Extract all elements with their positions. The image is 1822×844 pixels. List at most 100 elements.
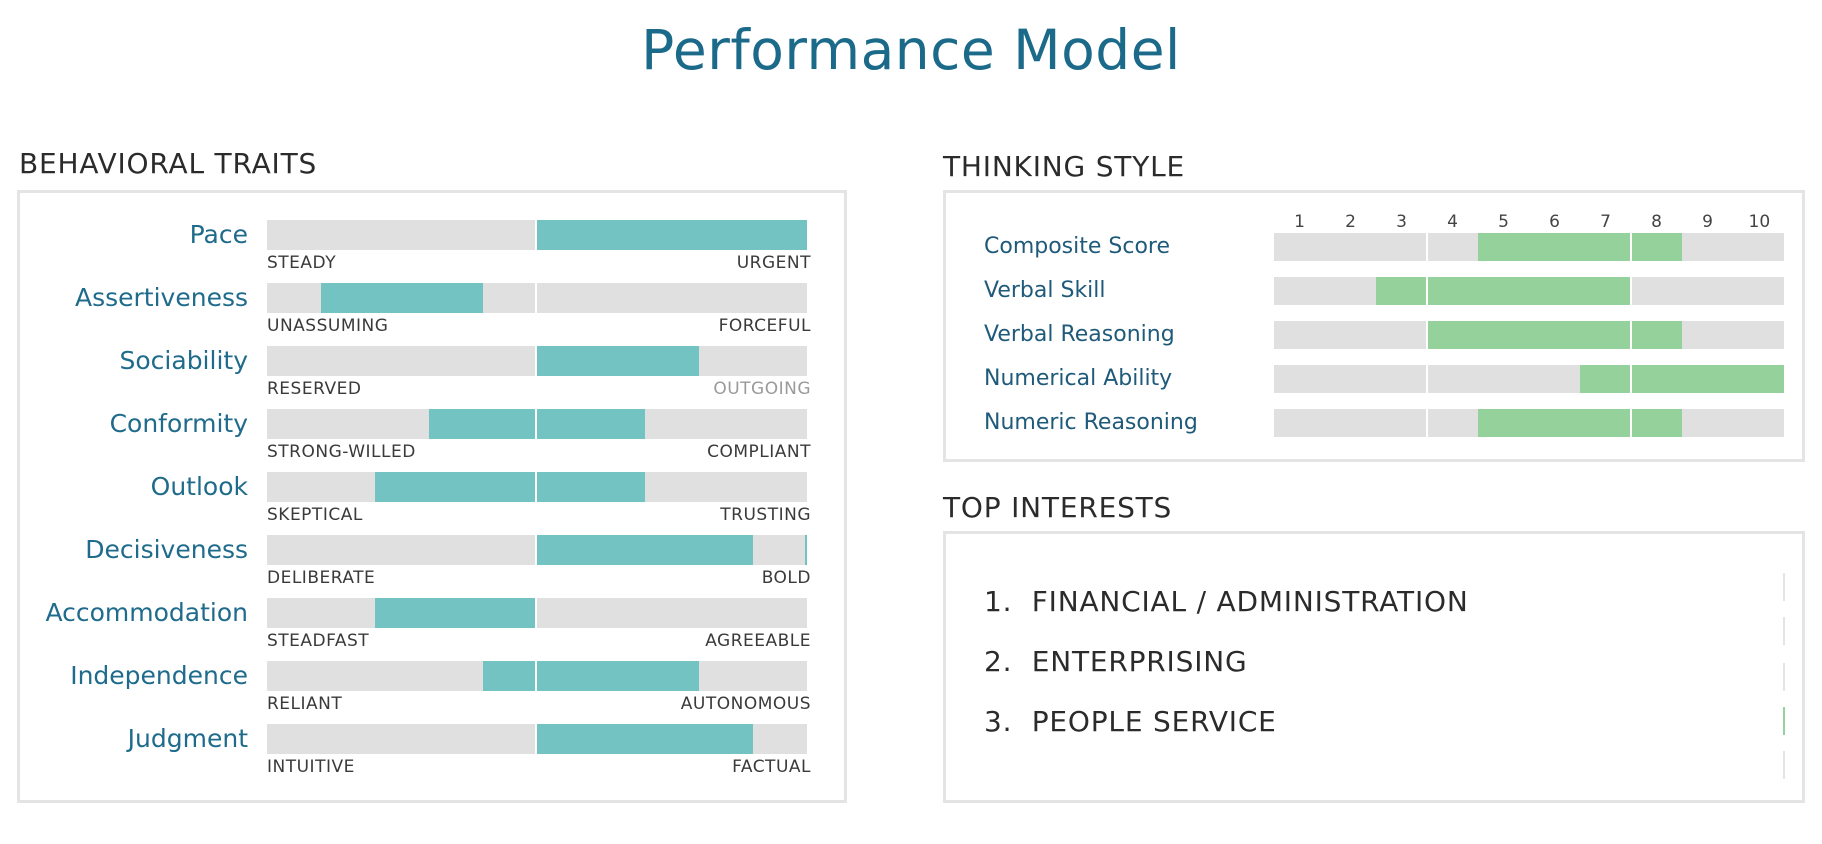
scale-number-3: 3 bbox=[1396, 212, 1407, 232]
trait-left-pole: DELIBERATE bbox=[267, 568, 376, 588]
trait-left-pole: RESERVED bbox=[267, 379, 362, 399]
thinking-band-divider bbox=[1630, 409, 1632, 437]
interest-item: 2. ENTERPRISING bbox=[984, 645, 1248, 678]
thinking-track bbox=[1274, 277, 1784, 305]
top-interests-panel bbox=[943, 531, 1805, 803]
trait-row-decisiveness: Decisiveness DELIBERATE BOLD bbox=[20, 535, 844, 595]
thinking-band-divider bbox=[1426, 365, 1428, 393]
trait-label: Assertiveness bbox=[74, 283, 248, 312]
thinking-fill bbox=[1580, 365, 1784, 393]
trait-row-sociability: Sociability RESERVED OUTGOING bbox=[20, 346, 844, 406]
thinking-row-label: Composite Score bbox=[984, 234, 1171, 259]
trait-right-pole: AUTONOMOUS bbox=[680, 694, 811, 714]
thinking-band-divider bbox=[1426, 321, 1428, 349]
thinking-track bbox=[1274, 233, 1784, 261]
trait-midline bbox=[535, 346, 537, 376]
thinking-band-divider bbox=[1630, 277, 1632, 305]
trait-fill bbox=[375, 472, 645, 502]
trait-row-judgment: Judgment INTUITIVE FACTUAL bbox=[20, 724, 844, 784]
thinking-band-divider bbox=[1630, 233, 1632, 261]
trait-label: Judgment bbox=[127, 724, 248, 753]
trait-track bbox=[267, 220, 807, 250]
thinking-row-label: Verbal Skill bbox=[984, 278, 1106, 303]
trait-midline bbox=[535, 220, 537, 250]
trait-right-pole: OUTGOING bbox=[713, 379, 811, 399]
trait-right-pole: COMPLIANT bbox=[707, 442, 811, 462]
thinking-band-divider bbox=[1426, 409, 1428, 437]
trait-midline bbox=[535, 535, 537, 565]
scale-number-1: 1 bbox=[1294, 212, 1305, 232]
trait-fill bbox=[321, 283, 483, 313]
interest-tick-mark bbox=[1783, 751, 1785, 779]
trait-track bbox=[267, 409, 807, 439]
thinking-style-heading: THINKING STYLE bbox=[943, 150, 1185, 183]
interest-number: 2. bbox=[984, 645, 1013, 678]
trait-row-outlook: Outlook SKEPTICAL TRUSTING bbox=[20, 472, 844, 532]
trait-left-pole: STEADY bbox=[267, 253, 337, 273]
trait-fill bbox=[483, 661, 699, 691]
scale-number-2: 2 bbox=[1345, 212, 1356, 232]
trait-fill bbox=[375, 598, 537, 628]
thinking-band-divider bbox=[1426, 233, 1428, 261]
trait-label: Conformity bbox=[109, 409, 248, 438]
thinking-band-divider bbox=[1630, 321, 1632, 349]
trait-row-accommodation: Accommodation STEADFAST AGREEABLE bbox=[20, 598, 844, 658]
thinking-row-label: Numerical Ability bbox=[984, 366, 1173, 391]
trait-track bbox=[267, 346, 807, 376]
scale-number-10: 10 bbox=[1748, 212, 1771, 232]
scale-number-5: 5 bbox=[1498, 212, 1509, 232]
trait-fill bbox=[537, 346, 699, 376]
interest-tick-mark bbox=[1783, 573, 1785, 601]
trait-right-pole: BOLD bbox=[761, 568, 811, 588]
trait-label: Sociability bbox=[119, 346, 248, 375]
trait-track bbox=[267, 724, 807, 754]
interest-number: 3. bbox=[984, 705, 1013, 738]
interest-tick-mark bbox=[1783, 617, 1785, 645]
trait-row-pace: Pace STEADY URGENT bbox=[20, 220, 844, 280]
thinking-band-divider bbox=[1630, 365, 1632, 393]
trait-label: Decisiveness bbox=[85, 535, 248, 564]
interest-label: ENTERPRISING bbox=[1031, 645, 1248, 678]
scale-number-6: 6 bbox=[1549, 212, 1560, 232]
interest-item: 3. PEOPLE SERVICE bbox=[984, 705, 1277, 738]
trait-track bbox=[267, 283, 807, 313]
interest-number: 1. bbox=[984, 585, 1013, 618]
thinking-track bbox=[1274, 365, 1784, 393]
trait-right-pole: FORCEFUL bbox=[718, 316, 811, 336]
trait-row-assertiveness: Assertiveness UNASSUMING FORCEFUL bbox=[20, 283, 844, 343]
thinking-fill bbox=[1478, 409, 1682, 437]
interest-label: FINANCIAL / ADMINISTRATION bbox=[1031, 585, 1469, 618]
trait-row-conformity: Conformity STRONG-WILLED COMPLIANT bbox=[20, 409, 844, 469]
trait-right-pole: URGENT bbox=[736, 253, 811, 273]
trait-left-pole: UNASSUMING bbox=[267, 316, 389, 336]
scale-number-4: 4 bbox=[1447, 212, 1458, 232]
trait-midline bbox=[535, 724, 537, 754]
trait-row-independence: Independence RELIANT AUTONOMOUS bbox=[20, 661, 844, 721]
trait-right-pole: AGREEABLE bbox=[705, 631, 811, 651]
trait-fill bbox=[537, 220, 807, 250]
trait-track bbox=[267, 661, 807, 691]
trait-midline bbox=[535, 661, 537, 691]
thinking-row-label: Verbal Reasoning bbox=[984, 322, 1175, 347]
interest-label: PEOPLE SERVICE bbox=[1031, 705, 1277, 738]
thinking-fill bbox=[1376, 277, 1631, 305]
trait-label: Pace bbox=[189, 220, 248, 249]
scale-number-7: 7 bbox=[1600, 212, 1611, 232]
trait-label: Accommodation bbox=[45, 598, 248, 627]
thinking-band-divider bbox=[1426, 277, 1428, 305]
trait-midline bbox=[535, 409, 537, 439]
scale-number-8: 8 bbox=[1651, 212, 1662, 232]
trait-fill bbox=[537, 724, 753, 754]
thinking-row-label: Numeric Reasoning bbox=[984, 410, 1198, 435]
thinking-fill bbox=[1478, 233, 1682, 261]
trait-midline bbox=[535, 283, 537, 313]
page-title: Performance Model bbox=[641, 18, 1181, 82]
trait-end-mark bbox=[805, 535, 807, 565]
trait-right-pole: FACTUAL bbox=[732, 757, 811, 777]
trait-fill bbox=[429, 409, 645, 439]
trait-left-pole: RELIANT bbox=[267, 694, 343, 714]
behavioral-traits-panel: Pace STEADY URGENT Assertiveness UNASSUMING F… bbox=[17, 190, 847, 803]
trait-left-pole: STEADFAST bbox=[267, 631, 370, 651]
thinking-track bbox=[1274, 321, 1784, 349]
trait-track bbox=[267, 472, 807, 502]
